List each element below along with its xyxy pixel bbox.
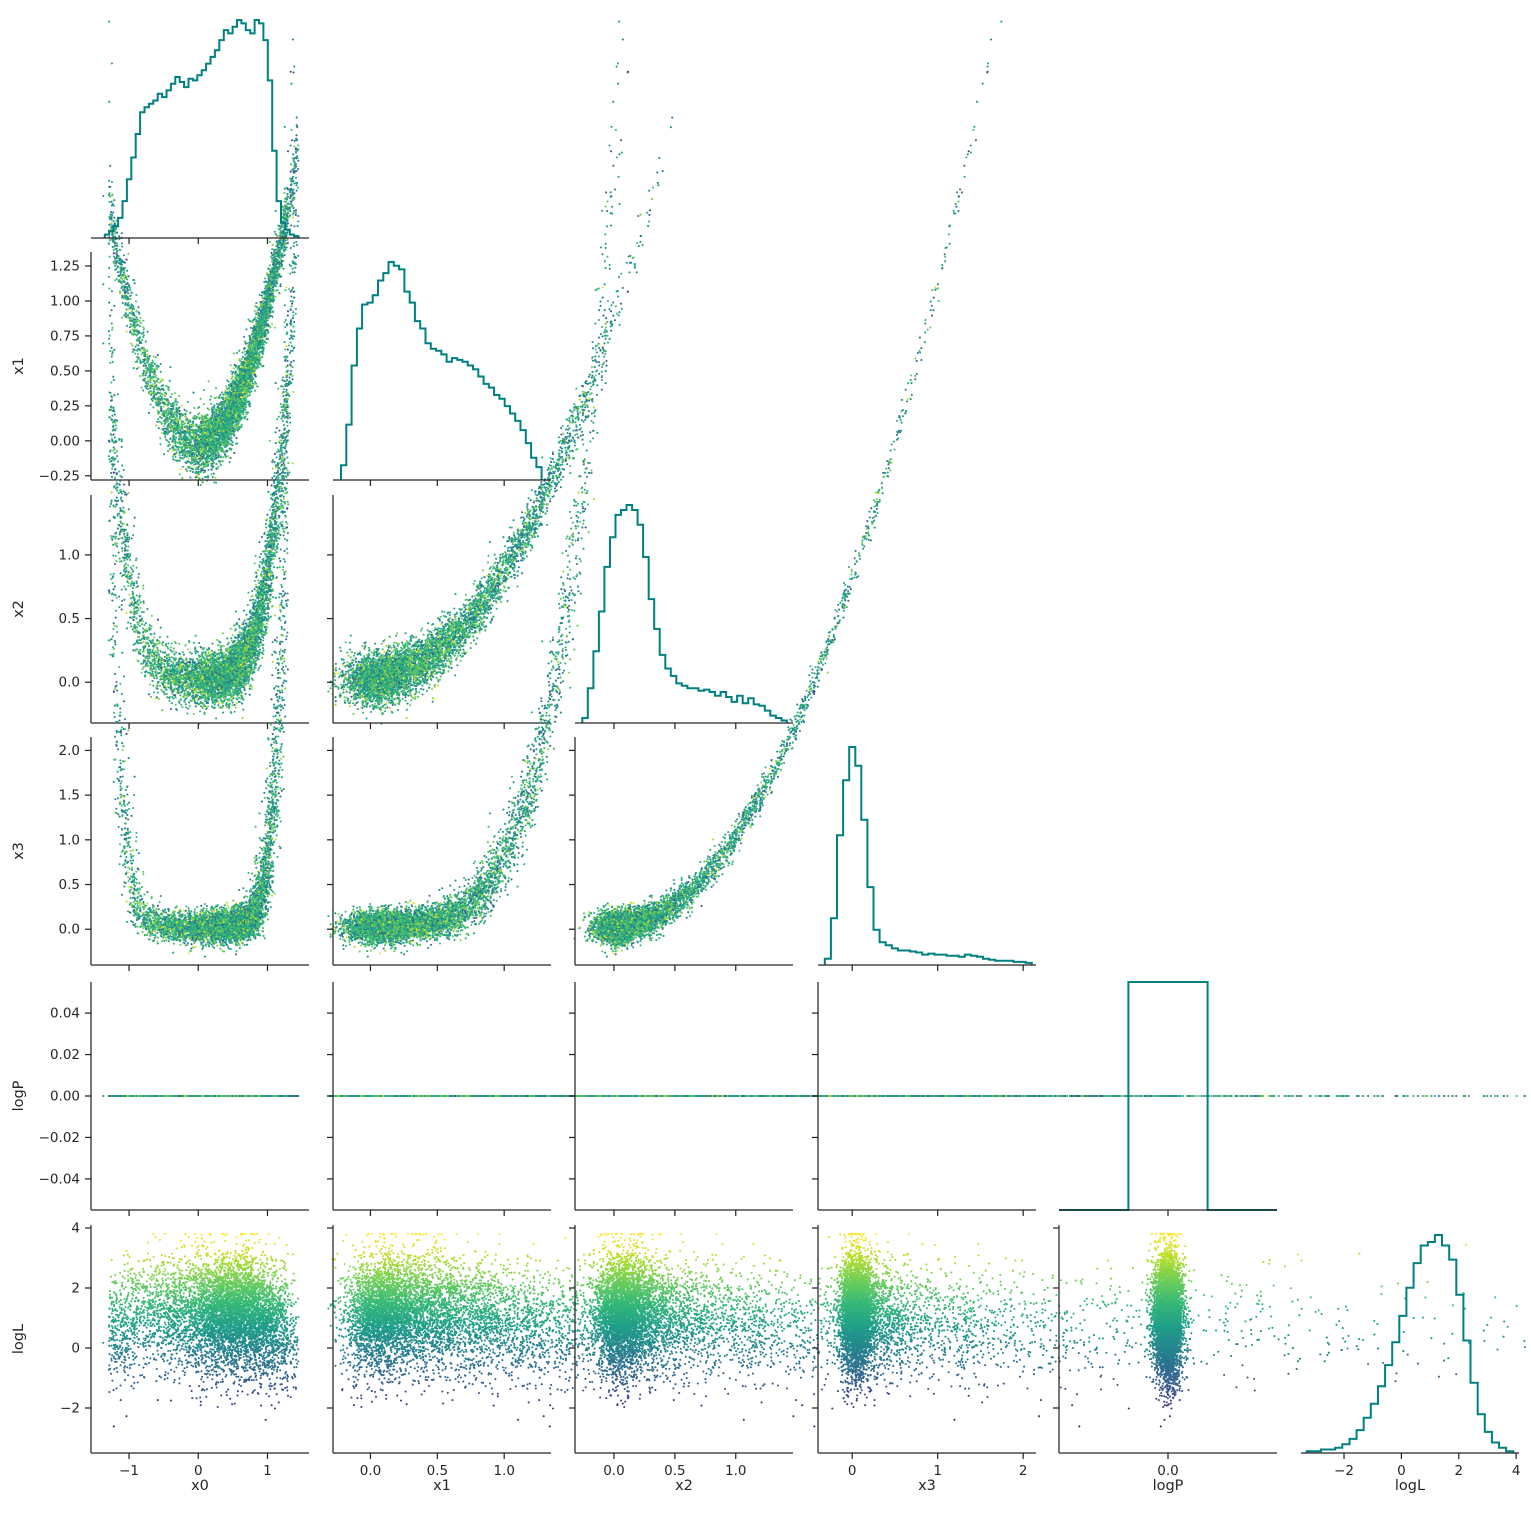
- scatter-point: [169, 366, 171, 368]
- scatter-point: [203, 466, 205, 468]
- scatter-point: [269, 241, 271, 243]
- scatter-point: [222, 393, 224, 395]
- scatter-point: [279, 257, 281, 259]
- scatter-point: [230, 364, 232, 366]
- scatter-point: [133, 367, 135, 369]
- scatter-point: [271, 248, 273, 250]
- scatter-point: [189, 470, 191, 472]
- scatter-point: [125, 259, 127, 261]
- scatter-point: [287, 203, 289, 205]
- scatter-point: [213, 404, 215, 406]
- scatter-point: [108, 194, 110, 196]
- scatter-point: [185, 468, 187, 470]
- scatter-point: [276, 235, 278, 237]
- scatter-point: [161, 432, 163, 434]
- scatter-point: [123, 272, 125, 274]
- scatter-point: [139, 375, 141, 377]
- scatter-point: [142, 320, 144, 322]
- scatter-point: [131, 344, 133, 346]
- scatter-point: [112, 211, 114, 213]
- scatter-point: [212, 476, 214, 478]
- scatter-point: [179, 454, 181, 456]
- scatter-point: [145, 340, 147, 342]
- scatter-point: [154, 368, 156, 370]
- scatter-point: [138, 311, 140, 313]
- scatter-point: [177, 449, 179, 451]
- scatter-point: [122, 274, 124, 276]
- scatter-point: [249, 405, 251, 407]
- scatter-point: [210, 473, 212, 475]
- scatter-point: [178, 395, 180, 397]
- scatter-point: [246, 418, 248, 420]
- scatter-point: [168, 441, 170, 443]
- scatter-point: [142, 336, 144, 338]
- scatter-point: [274, 327, 276, 329]
- scatter-point: [290, 181, 292, 183]
- scatter-point: [261, 295, 263, 297]
- scatter-point: [114, 257, 116, 259]
- scatter-point: [168, 389, 170, 391]
- scatter-point: [113, 199, 115, 201]
- scatter-point: [163, 453, 165, 455]
- scatter-point: [169, 380, 171, 382]
- scatter-point: [275, 296, 277, 298]
- scatter-point: [229, 457, 231, 459]
- scatter-point: [120, 274, 122, 276]
- scatter-point: [283, 246, 285, 248]
- scatter-point: [175, 437, 177, 439]
- scatter-point: [289, 177, 291, 179]
- scatter-point: [244, 351, 246, 353]
- scatter-point: [126, 331, 128, 333]
- scatter-point: [126, 288, 128, 290]
- scatter-point: [148, 412, 150, 414]
- scatter-point: [121, 317, 123, 319]
- scatter-point: [121, 242, 123, 244]
- scatter-point: [126, 325, 128, 327]
- scatter-point: [256, 385, 258, 387]
- scatter-point: [295, 134, 297, 136]
- scatter-point: [186, 470, 188, 472]
- scatter-point: [169, 438, 171, 440]
- scatter-point: [275, 210, 277, 212]
- scatter-point: [142, 389, 144, 391]
- scatter-point: [232, 375, 234, 377]
- scatter-point: [255, 302, 257, 304]
- scatter-point: [287, 193, 289, 195]
- scatter-point: [297, 144, 299, 146]
